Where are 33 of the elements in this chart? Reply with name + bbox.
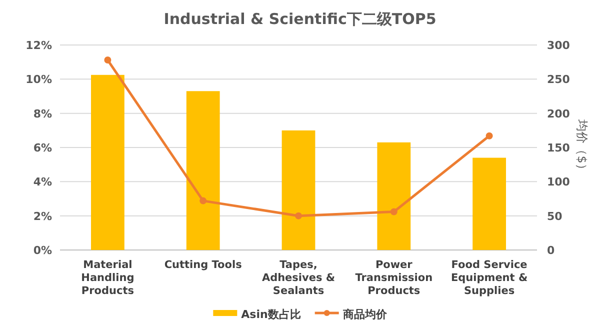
y-tick-label: 6%	[33, 142, 52, 154]
bar	[472, 158, 506, 250]
x-tick-label: Power Transmission Products	[355, 259, 433, 297]
y2-tick-label: 100	[547, 176, 570, 189]
bar	[377, 142, 411, 250]
y-tick-label: 12%	[26, 39, 52, 52]
y2-tick-label: 300	[547, 39, 570, 52]
bar	[282, 130, 316, 250]
y2-tick-label: 0	[547, 244, 555, 257]
x-tick-label: Tapes, Adhesives & Sealants	[262, 259, 336, 297]
bar	[91, 74, 124, 250]
y2-tick-label: 200	[547, 107, 570, 120]
chart-title: Industrial & Scientific下二级TOP5	[164, 10, 436, 28]
y-tick-label: 10%	[26, 73, 52, 86]
point	[295, 212, 302, 220]
y-tick-label: 0%	[33, 244, 52, 257]
point	[486, 132, 493, 140]
y2-tick-label: 250	[547, 73, 570, 86]
point	[200, 197, 207, 204]
y-tick-label: 4%	[33, 176, 52, 189]
point	[104, 56, 112, 64]
x-tick-label: Food Service Equipment & Supplies	[450, 259, 528, 297]
bar	[186, 91, 220, 250]
legend-label: 商品均价	[342, 308, 388, 321]
x-tick-label: Cutting Tools	[164, 259, 242, 271]
legend-label: Asin数占比	[241, 308, 301, 321]
point	[390, 208, 398, 216]
y2-tick-label: 150	[547, 142, 570, 154]
y2-axis-title: 均价（$）	[575, 118, 589, 176]
y-tick-label: 2%	[33, 210, 52, 223]
y2-tick-label: 50	[547, 210, 563, 223]
y-tick-label: 8%	[33, 107, 52, 120]
x-tick-label: Material Handling Products	[81, 259, 134, 297]
